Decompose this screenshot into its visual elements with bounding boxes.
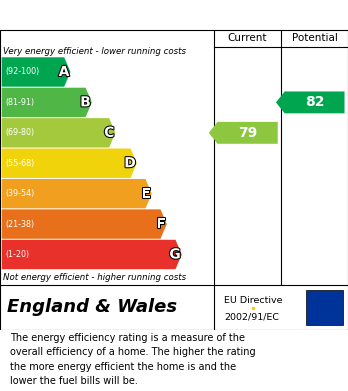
Text: A: A (59, 65, 69, 79)
Text: (55-68): (55-68) (5, 159, 34, 168)
Text: Current: Current (228, 33, 267, 43)
Text: C: C (104, 126, 114, 140)
Polygon shape (2, 57, 70, 87)
Text: Very energy efficient - lower running costs: Very energy efficient - lower running co… (3, 47, 187, 56)
Text: (69-80): (69-80) (5, 128, 34, 137)
Text: Potential: Potential (292, 33, 338, 43)
Polygon shape (2, 209, 167, 239)
Text: 2002/91/EC: 2002/91/EC (224, 312, 279, 321)
Text: EU Directive: EU Directive (224, 296, 283, 305)
Polygon shape (2, 179, 152, 208)
Polygon shape (2, 240, 182, 269)
Text: B: B (80, 95, 91, 109)
Polygon shape (276, 91, 345, 113)
Text: F: F (156, 217, 166, 231)
Polygon shape (2, 88, 92, 117)
Text: (81-91): (81-91) (5, 98, 34, 107)
Bar (306, 291, 343, 325)
Text: 79: 79 (238, 126, 257, 140)
Text: The energy efficiency rating is a measure of the
overall efficiency of a home. T: The energy efficiency rating is a measur… (10, 333, 256, 386)
Polygon shape (2, 149, 137, 178)
Text: (21-38): (21-38) (5, 220, 34, 229)
Text: England & Wales: England & Wales (7, 298, 177, 316)
Text: (1-20): (1-20) (5, 250, 29, 259)
Polygon shape (209, 122, 278, 144)
Text: 82: 82 (305, 95, 324, 109)
Polygon shape (2, 118, 116, 147)
Text: (39-54): (39-54) (5, 189, 34, 198)
Text: Energy Efficiency Rating: Energy Efficiency Rating (9, 7, 219, 23)
Text: E: E (141, 187, 151, 201)
Text: D: D (124, 156, 136, 170)
Text: Not energy efficient - higher running costs: Not energy efficient - higher running co… (3, 273, 187, 282)
Text: G: G (169, 248, 181, 262)
Text: (92-100): (92-100) (5, 68, 39, 77)
